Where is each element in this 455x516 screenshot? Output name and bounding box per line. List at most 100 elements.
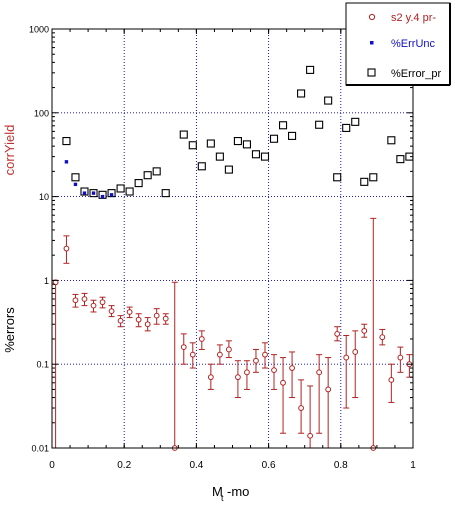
data-point-s2: [198, 336, 205, 342]
data-point-error-pr: [206, 139, 215, 148]
data-point-error-pr: [251, 150, 261, 159]
x-tick-label: 0.2: [117, 460, 131, 471]
data-point-s2: [52, 279, 59, 286]
y-tick-label: 0.01: [31, 444, 49, 454]
data-point-error-pr: [143, 171, 152, 180]
data-point-error-pr: [387, 136, 396, 145]
data-point-error-pr: [342, 123, 351, 132]
data-point-error-pr: [215, 152, 224, 161]
data-point-error-pr: [306, 65, 315, 74]
data-point-error-pr: [152, 167, 161, 176]
data-point-s2: [316, 369, 323, 376]
data-point-s2: [81, 296, 88, 302]
legend-label-s2: s2 y.4 pr-: [391, 12, 436, 24]
data-point-s2: [144, 321, 151, 328]
data-point-errunc: [64, 160, 69, 164]
data-point-s2: [253, 357, 259, 364]
data-point-error-pr: [242, 140, 251, 149]
data-point-error-pr: [315, 120, 324, 129]
data-point-error-pr: [188, 141, 197, 150]
data-point-s2: [63, 245, 70, 252]
data-point-s2: [162, 315, 169, 322]
data-point-s2: [207, 374, 214, 381]
data-point-errunc: [109, 193, 114, 197]
legend-label-errunc: %ErrUnc: [391, 38, 436, 50]
data-point-s2: [397, 354, 404, 361]
data-point-error-pr: [260, 152, 270, 161]
data-point-error-pr: [333, 173, 342, 182]
data-point-s2: [271, 367, 277, 374]
data-point-s2: [153, 312, 160, 319]
data-point-s2: [352, 349, 359, 355]
data-point-s2: [307, 432, 314, 439]
data-point-error-pr: [351, 117, 360, 126]
legend-label-error-pr: %Error_pr: [391, 68, 441, 80]
data-point-s2: [90, 302, 97, 309]
data-point-s2: [343, 354, 350, 361]
data-point-error-pr: [324, 96, 333, 105]
data-point-error-pr: [233, 137, 242, 146]
y-tick-label: 1: [44, 276, 49, 286]
data-point-s2: [117, 317, 124, 324]
data-point-s2: [325, 386, 332, 393]
data-point-error-pr: [288, 131, 297, 140]
data-point-s2: [379, 334, 386, 341]
legend-marker-filled-square: [370, 41, 374, 45]
data-point-s2: [262, 351, 268, 358]
data-point-s2: [99, 299, 106, 306]
x-axis-label: M t -mo: [212, 484, 249, 503]
x-tick-label: 0.4: [189, 460, 203, 471]
data-point-error-pr: [278, 121, 288, 130]
data-point-s2: [361, 327, 368, 334]
data-markers: [52, 65, 414, 451]
plot-frame: [51, 28, 414, 449]
y-axis-label-bottom: %errors: [2, 307, 17, 353]
legend: s2 y.4 pr- %ErrUnc %Error_pr: [345, 2, 451, 86]
x-tick-label: 0: [49, 460, 55, 471]
axis-ticks: 0 0.2 0.4 0.6 0.8 1 0.01 0.1 1 10 100 1000: [29, 25, 416, 472]
legend-box: [345, 2, 451, 86]
data-point-error-pr: [369, 173, 378, 182]
data-point-s2: [189, 351, 196, 358]
data-point-error-pr: [71, 173, 80, 182]
data-point-s2: [225, 346, 232, 353]
x-axis-label-subscript: t: [221, 493, 224, 503]
y-tick-label: 100: [34, 108, 49, 118]
data-point-error-pr: [197, 162, 206, 171]
y-tick-label: 10: [39, 192, 49, 202]
data-point-s2: [72, 297, 79, 304]
legend-marker-open-circle: [368, 13, 376, 21]
x-tick-label: 1: [410, 460, 416, 471]
data-point-s2: [298, 405, 304, 411]
data-point-error-pr: [269, 134, 279, 143]
data-point-s2: [334, 330, 341, 337]
data-point-error-pr: [360, 177, 369, 186]
data-point-error-pr: [297, 89, 306, 98]
data-point-errunc: [100, 194, 105, 199]
x-tick-label: 0.8: [334, 460, 348, 471]
y-tick-label: 1000: [29, 25, 49, 35]
data-point-errunc: [82, 191, 87, 195]
x-axis-label-suffix: -mo: [227, 484, 249, 499]
data-point-s2: [235, 374, 241, 381]
data-point-error-pr: [116, 184, 125, 193]
data-point-s2: [180, 344, 187, 350]
data-point-s2: [280, 379, 286, 386]
data-point-error-pr: [62, 137, 71, 146]
y-tick-label: 0.1: [36, 360, 49, 370]
data-point-s2: [388, 376, 395, 383]
data-point-s2: [289, 365, 295, 371]
x-axis-label-main: M: [212, 484, 223, 499]
data-point-error-pr: [396, 155, 405, 164]
legend-marker-open-square: [367, 68, 376, 77]
data-point-error-pr: [125, 187, 134, 196]
data-point-s2: [135, 316, 142, 323]
data-point-s2: [216, 351, 223, 358]
data-point-errunc: [73, 182, 78, 187]
x-tick-label: 0.6: [262, 460, 276, 471]
data-point-s2: [126, 309, 133, 315]
error-bars: [52, 217, 413, 449]
data-point-s2: [108, 308, 115, 315]
